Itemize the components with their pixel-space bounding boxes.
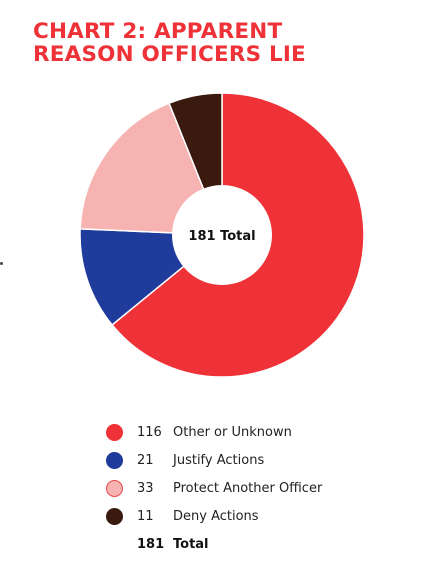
legend-item-total: 181 Total (106, 530, 322, 558)
legend-swatch-other (106, 423, 123, 441)
legend-item-protect: 33 Protect Another Officer (106, 474, 322, 502)
legend-count-deny: 11 (137, 508, 154, 524)
legend-swatch-protect (106, 479, 123, 497)
donut-chart: 181 Total (79, 92, 365, 378)
edge-mark (0, 262, 3, 265)
legend-count-protect: 33 (137, 480, 154, 496)
legend-label-other: Other or Unknown (173, 424, 292, 440)
legend-count-other: 116 (137, 424, 162, 440)
legend-label-justify: Justify Actions (173, 452, 265, 468)
legend-swatch-deny (106, 507, 123, 525)
legend-item-justify: 21 Justify Actions (106, 446, 322, 474)
legend-swatch-justify (106, 451, 123, 469)
chart-title-line-1: CHART 2: APPARENT (33, 19, 283, 44)
legend-swatch-total (106, 536, 123, 553)
legend-item-deny: 11 Deny Actions (106, 502, 322, 530)
center-total-label: 181 Total (188, 229, 255, 244)
legend-label-deny: Deny Actions (173, 508, 259, 524)
legend-count-justify: 21 (137, 452, 154, 468)
legend-label-total: Total (173, 536, 209, 552)
donut-hole (172, 185, 272, 285)
legend: 116 Other or Unknown 21 Justify Actions … (106, 418, 322, 558)
chart-title-line-2: REASON OFFICERS LIE (33, 42, 306, 67)
legend-label-protect: Protect Another Officer (173, 480, 323, 496)
legend-item-other: 116 Other or Unknown (106, 418, 322, 446)
chart-title: CHART 2: APPARENT REASON OFFICERS LIE (33, 20, 413, 66)
legend-count-total: 181 (137, 536, 165, 552)
